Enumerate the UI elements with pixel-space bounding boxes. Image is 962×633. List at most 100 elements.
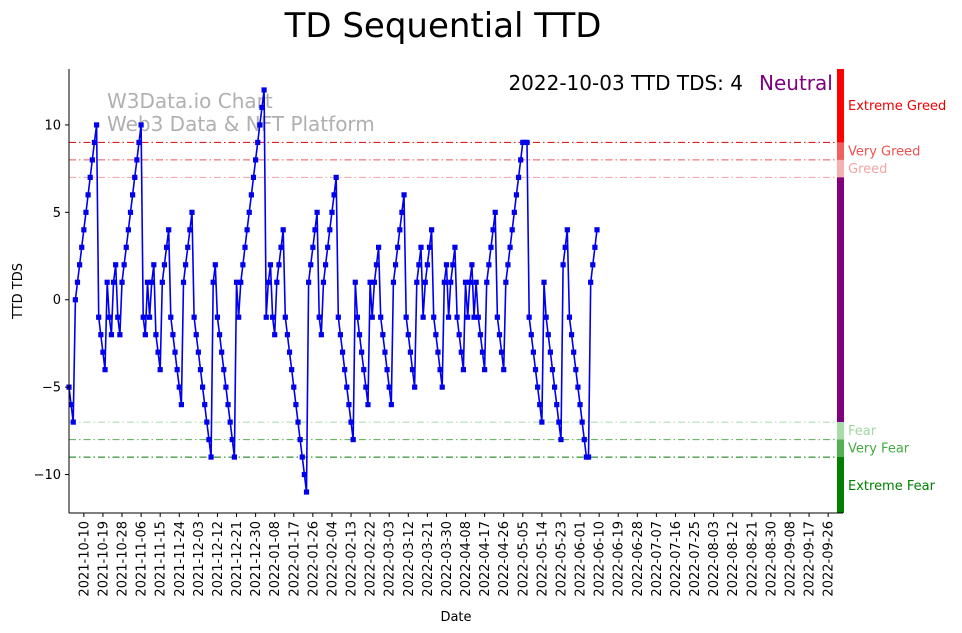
x-tick-label: 2022-05-05 — [516, 521, 531, 597]
data-point — [435, 349, 441, 355]
data-point — [350, 436, 356, 443]
data-point — [469, 262, 475, 268]
data-point — [356, 332, 363, 338]
x-tick-label: 2022-04-08 — [459, 521, 474, 597]
data-point — [117, 332, 123, 338]
threshold-lines — [69, 141, 843, 458]
zone-bar-segment — [837, 177, 844, 423]
data-point — [450, 262, 456, 268]
x-tick-label: 2022-02-04 — [325, 521, 340, 597]
data-point — [214, 314, 221, 320]
data-point — [439, 384, 445, 390]
data-point — [83, 209, 89, 215]
data-point — [282, 314, 288, 320]
data-point — [386, 384, 392, 390]
data-point — [257, 122, 263, 128]
data-point — [244, 227, 250, 233]
data-point — [426, 244, 433, 250]
x-tick-label: 2022-08-30 — [764, 521, 779, 597]
data-point — [535, 384, 541, 390]
data-point — [320, 279, 327, 285]
data-point — [91, 139, 98, 146]
data-point — [496, 332, 503, 338]
data-point — [308, 262, 314, 268]
data-point — [526, 314, 532, 320]
data-point — [488, 244, 494, 250]
y-tick-label: 10 — [44, 118, 61, 133]
data-point — [511, 209, 517, 215]
data-point — [79, 244, 85, 250]
data-point — [212, 262, 218, 268]
data-point — [195, 349, 201, 355]
data-point — [142, 332, 148, 338]
data-point — [231, 454, 238, 460]
data-point — [96, 314, 102, 320]
data-point — [286, 349, 293, 355]
x-tick-label: 2021-12-30 — [249, 521, 264, 597]
data-point — [329, 209, 335, 215]
data-point — [460, 367, 467, 373]
data-point — [178, 402, 184, 408]
data-point — [272, 332, 278, 338]
data-point — [318, 332, 324, 338]
zone-bar-segment — [837, 159, 844, 178]
y-tick-label: 0 — [53, 293, 61, 308]
x-tick-label: 2022-07-16 — [669, 521, 684, 597]
data-point — [119, 279, 125, 285]
x-tick-label: 2022-02-22 — [364, 521, 379, 597]
data-point — [581, 436, 587, 443]
data-point — [346, 402, 352, 408]
data-point — [448, 279, 454, 285]
data-point — [168, 314, 174, 320]
data-point — [269, 314, 276, 320]
data-point — [104, 279, 110, 285]
data-point — [414, 279, 420, 285]
data-point — [261, 87, 267, 93]
data-point — [204, 419, 210, 425]
data-point — [475, 314, 481, 320]
data-point — [151, 262, 157, 268]
data-point — [373, 262, 380, 268]
data-point — [392, 262, 399, 268]
data-point — [395, 244, 401, 250]
data-point — [189, 209, 195, 215]
data-point — [166, 227, 172, 233]
data-point — [202, 402, 208, 408]
data-point — [441, 279, 447, 285]
data-point — [513, 192, 520, 198]
data-point — [263, 314, 269, 320]
x-tick-label: 2021-11-06 — [135, 521, 150, 597]
data-point — [566, 314, 573, 320]
data-point — [568, 332, 575, 338]
data-point — [236, 314, 242, 320]
y-tick-label: 5 — [53, 206, 61, 221]
data-point — [253, 157, 259, 163]
data-point — [501, 367, 507, 373]
data-point — [306, 279, 312, 285]
data-point — [560, 262, 566, 268]
y-tick-label: −10 — [34, 468, 61, 483]
data-point — [172, 349, 178, 355]
data-point — [467, 279, 473, 285]
data-point — [208, 454, 214, 460]
data-point — [352, 279, 358, 285]
zone-label: Very Greed — [848, 144, 920, 159]
x-tick-label: 2022-01-26 — [306, 521, 321, 597]
sentiment-zone-labels: Extreme Greed Very Greed Greed Fear Very Fea… — [848, 99, 946, 494]
data-point — [575, 384, 581, 390]
data-point — [443, 262, 450, 268]
x-tick-label: 2022-03-30 — [440, 521, 455, 597]
data-point — [573, 367, 579, 373]
data-point — [206, 436, 212, 443]
zone-bar-segment — [837, 69, 844, 143]
zone-label: Extreme Fear — [848, 479, 936, 494]
data-point — [197, 367, 204, 373]
x-tick-label: 2021-10-28 — [116, 521, 131, 597]
data-point — [159, 279, 165, 285]
data-point — [445, 314, 452, 320]
data-point — [87, 174, 93, 180]
x-tick-label: 2021-10-10 — [77, 521, 92, 597]
data-point — [229, 436, 235, 443]
